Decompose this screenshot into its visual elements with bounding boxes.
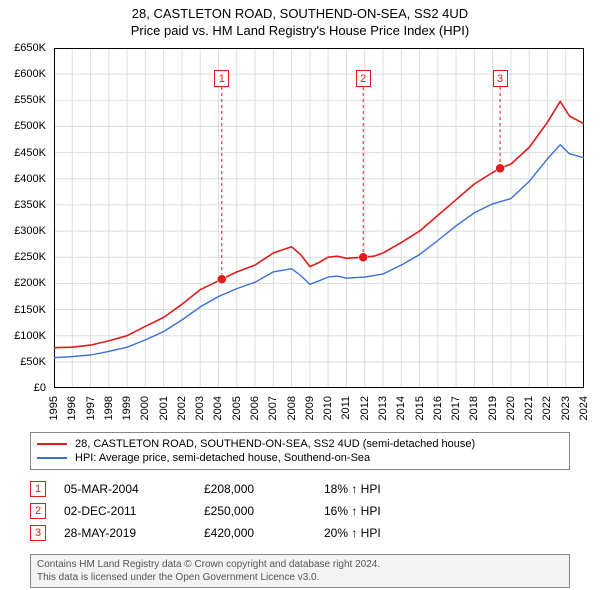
footer-attribution: Contains HM Land Registry data © Crown c… bbox=[30, 554, 570, 588]
y-tick-label: £350K bbox=[14, 199, 46, 211]
sale-price: £208,000 bbox=[204, 482, 324, 496]
x-tick-label: 2016 bbox=[432, 396, 444, 420]
y-tick-label: £500K bbox=[14, 120, 46, 132]
x-tick-label: 2015 bbox=[414, 396, 426, 420]
chart-svg bbox=[54, 48, 584, 388]
sale-marker-box: 3 bbox=[30, 525, 46, 541]
chart-container: 28, CASTLETON ROAD, SOUTHEND-ON-SEA, SS2… bbox=[0, 0, 600, 590]
sale-date: 02-DEC-2011 bbox=[64, 504, 204, 518]
x-tick-label: 2006 bbox=[249, 396, 261, 420]
footer-line-1: Contains HM Land Registry data © Crown c… bbox=[37, 558, 563, 571]
sale-price: £250,000 bbox=[204, 504, 324, 518]
y-tick-label: £150K bbox=[14, 304, 46, 316]
x-tick-label: 2010 bbox=[322, 396, 334, 420]
x-axis-labels: 1995199619971998199920002001200220032004… bbox=[54, 390, 584, 430]
sale-row: 2 02-DEC-2011£250,00016% ↑ HPI bbox=[30, 500, 570, 522]
legend-box: 28, CASTLETON ROAD, SOUTHEND-ON-SEA, SS2… bbox=[30, 432, 570, 470]
footer-line-2: This data is licensed under the Open Gov… bbox=[37, 571, 563, 584]
sale-date: 28-MAY-2019 bbox=[64, 526, 204, 540]
y-tick-label: £650K bbox=[14, 42, 46, 54]
x-tick-label: 1996 bbox=[66, 396, 78, 420]
y-tick-label: £50K bbox=[20, 356, 46, 368]
sale-marker-box: 1 bbox=[30, 481, 46, 497]
legend-swatch bbox=[37, 457, 67, 459]
x-tick-label: 2021 bbox=[523, 396, 535, 420]
x-tick-label: 2019 bbox=[487, 396, 499, 420]
x-tick-label: 2011 bbox=[340, 396, 352, 420]
x-tick-label: 2005 bbox=[231, 396, 243, 420]
x-tick-label: 2018 bbox=[468, 396, 480, 420]
y-tick-label: £400K bbox=[14, 173, 46, 185]
x-tick-label: 1995 bbox=[48, 396, 60, 420]
y-tick-label: £0 bbox=[34, 382, 46, 394]
chart-callout-1: 1 bbox=[214, 70, 229, 87]
x-tick-label: 2004 bbox=[212, 396, 224, 420]
x-tick-label: 2012 bbox=[359, 396, 371, 420]
x-tick-label: 2017 bbox=[450, 396, 462, 420]
legend-label: HPI: Average price, semi-detached house,… bbox=[75, 452, 370, 464]
legend-row: 28, CASTLETON ROAD, SOUTHEND-ON-SEA, SS2… bbox=[37, 437, 563, 451]
sale-pct: 16% ↑ HPI bbox=[324, 504, 381, 518]
x-tick-label: 1999 bbox=[121, 396, 133, 420]
y-tick-label: £450K bbox=[14, 147, 46, 159]
chart-callout-3: 3 bbox=[493, 70, 508, 87]
x-tick-label: 1998 bbox=[103, 396, 115, 420]
sale-pct: 18% ↑ HPI bbox=[324, 482, 381, 496]
x-tick-label: 2000 bbox=[139, 396, 151, 420]
sale-marker-box: 2 bbox=[30, 503, 46, 519]
x-tick-label: 2013 bbox=[377, 396, 389, 420]
x-tick-label: 1997 bbox=[85, 396, 97, 420]
x-tick-label: 2008 bbox=[286, 396, 298, 420]
x-tick-label: 2002 bbox=[176, 396, 188, 420]
title-line-1: 28, CASTLETON ROAD, SOUTHEND-ON-SEA, SS2… bbox=[0, 6, 600, 23]
x-tick-label: 2024 bbox=[578, 396, 590, 420]
x-tick-label: 2023 bbox=[560, 396, 572, 420]
y-tick-label: £250K bbox=[14, 251, 46, 263]
x-tick-label: 2001 bbox=[158, 396, 170, 420]
chart-callout-2: 2 bbox=[356, 70, 371, 87]
sale-date: 05-MAR-2004 bbox=[64, 482, 204, 496]
y-tick-label: £550K bbox=[14, 94, 46, 106]
y-tick-label: £200K bbox=[14, 277, 46, 289]
sale-row: 1 05-MAR-2004£208,00018% ↑ HPI bbox=[30, 478, 570, 500]
title-block: 28, CASTLETON ROAD, SOUTHEND-ON-SEA, SS2… bbox=[0, 0, 600, 40]
sale-pct: 20% ↑ HPI bbox=[324, 526, 381, 540]
x-tick-label: 2014 bbox=[395, 396, 407, 420]
y-tick-label: £100K bbox=[14, 330, 46, 342]
y-tick-label: £600K bbox=[14, 68, 46, 80]
chart-plot-area: 1 2 3 bbox=[54, 48, 584, 388]
x-tick-label: 2007 bbox=[267, 396, 279, 420]
x-tick-label: 2020 bbox=[505, 396, 517, 420]
x-tick-label: 2022 bbox=[541, 396, 553, 420]
title-line-2: Price paid vs. HM Land Registry's House … bbox=[0, 23, 600, 40]
legend-row: HPI: Average price, semi-detached house,… bbox=[37, 451, 563, 465]
sale-price: £420,000 bbox=[204, 526, 324, 540]
x-tick-label: 2003 bbox=[194, 396, 206, 420]
legend-swatch bbox=[37, 443, 67, 445]
y-axis-labels: £0£50K£100K£150K£200K£250K£300K£350K£400… bbox=[0, 48, 50, 388]
legend-label: 28, CASTLETON ROAD, SOUTHEND-ON-SEA, SS2… bbox=[75, 438, 475, 450]
y-tick-label: £300K bbox=[14, 225, 46, 237]
sales-table: 1 05-MAR-2004£208,00018% ↑ HPI 2 02-DEC-201… bbox=[30, 478, 570, 544]
x-tick-label: 2009 bbox=[304, 396, 316, 420]
sale-row: 3 28-MAY-2019£420,00020% ↑ HPI bbox=[30, 522, 570, 544]
